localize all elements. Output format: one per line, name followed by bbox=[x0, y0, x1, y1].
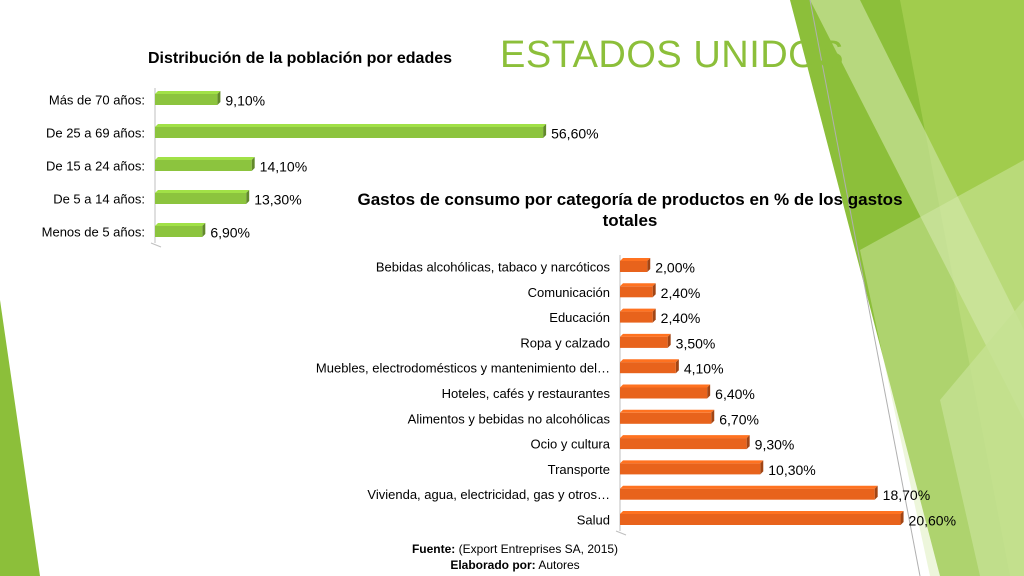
footer-source-text: (Export Entreprises SA, 2015) bbox=[458, 542, 619, 556]
bar-top-face bbox=[155, 223, 206, 226]
category-label: Educación bbox=[549, 310, 610, 325]
bar-side-face bbox=[760, 460, 764, 475]
value-label: 14,10% bbox=[260, 159, 307, 175]
bar bbox=[620, 387, 708, 399]
footer-author: Elaborado por: Autores bbox=[340, 558, 690, 572]
value-label: 6,40% bbox=[715, 386, 755, 402]
bar-side-face bbox=[711, 409, 715, 424]
population-bar-chart: Más de 70 años: 9,10% De 25 a 69 años: 56,6… bbox=[42, 88, 599, 248]
value-label: 13,30% bbox=[254, 192, 301, 208]
bar-top-face bbox=[620, 359, 679, 363]
value-label: 3,50% bbox=[676, 335, 716, 351]
bar-side-face bbox=[251, 157, 255, 171]
bar-top-face bbox=[155, 124, 547, 127]
chart-title-spending: Gastos de consumo por categoría de produ… bbox=[357, 190, 903, 230]
category-label: De 15 a 24 años: bbox=[46, 159, 145, 174]
category-label: Bebidas alcohólicas, tabaco y narcóticos bbox=[376, 260, 611, 275]
bar-side-face bbox=[652, 308, 656, 323]
bar-side-face bbox=[652, 283, 656, 298]
bar-side-face bbox=[543, 124, 547, 138]
bar-side-face bbox=[746, 435, 750, 450]
bar-top-face bbox=[620, 511, 904, 514]
bar-top-face bbox=[155, 157, 255, 160]
bar-top-face bbox=[620, 485, 878, 489]
value-label: 10,30% bbox=[768, 462, 815, 478]
value-label: 9,10% bbox=[225, 93, 265, 109]
footer-source: Fuente: (Export Entreprises SA, 2015) bbox=[340, 542, 690, 556]
slide-title: ESTADOS UNIDOS bbox=[500, 34, 845, 76]
bar-side-face bbox=[246, 190, 250, 204]
footer-source-label: Fuente: bbox=[411, 542, 456, 556]
category-label: Comunicación bbox=[528, 285, 610, 300]
bar bbox=[620, 488, 875, 500]
bar-top-face bbox=[620, 435, 750, 439]
axis-floor-line bbox=[615, 530, 627, 536]
category-label: Ropa y calzado bbox=[520, 335, 610, 350]
bar-side-face bbox=[202, 223, 206, 237]
category-label: Muebles, electrodomésticos y mantenimien… bbox=[316, 361, 610, 376]
footer-author-text: Autores bbox=[538, 558, 580, 572]
bar bbox=[620, 412, 712, 424]
bar bbox=[620, 514, 901, 525]
bar bbox=[155, 127, 544, 138]
value-label: 18,70% bbox=[883, 487, 930, 503]
bar-side-face bbox=[900, 511, 904, 525]
bar-top-face bbox=[620, 384, 711, 388]
category-label: Transporte bbox=[548, 462, 610, 477]
bar-side-face bbox=[667, 333, 671, 348]
footer-author-label: Elaborado por: bbox=[450, 558, 536, 572]
bar bbox=[155, 193, 247, 204]
bar bbox=[620, 463, 761, 475]
axis-floor-line bbox=[150, 242, 162, 248]
value-label: 4,10% bbox=[684, 361, 724, 377]
value-label: 2,40% bbox=[661, 285, 701, 301]
bar bbox=[620, 438, 747, 450]
bar-side-face bbox=[874, 485, 878, 500]
value-label: 2,40% bbox=[661, 310, 701, 326]
category-label: Menos de 5 años: bbox=[42, 225, 145, 240]
value-label: 20,60% bbox=[909, 513, 956, 529]
category-label: Hoteles, cafés y restaurantes bbox=[442, 386, 611, 401]
value-label: 2,00% bbox=[655, 260, 695, 276]
spending-bar-chart: Bebidas alcohólicas, tabaco y narcóticos… bbox=[316, 255, 956, 536]
bar-top-face bbox=[620, 409, 715, 413]
bar-side-face bbox=[675, 359, 679, 374]
value-label: 9,30% bbox=[755, 437, 795, 453]
bar bbox=[155, 94, 218, 105]
category-label: Alimentos y bebidas no alcohólicas bbox=[408, 411, 611, 426]
bar-top-face bbox=[620, 460, 764, 464]
bar-top-face bbox=[620, 283, 656, 287]
chart-title-population: Distribución de la población por edades bbox=[147, 50, 453, 67]
category-label: Más de 70 años: bbox=[49, 93, 145, 108]
bar bbox=[620, 311, 653, 323]
category-label: De 5 a 14 años: bbox=[53, 192, 145, 207]
value-label: 56,60% bbox=[551, 126, 598, 142]
category-label: Ocio y cultura bbox=[531, 437, 611, 452]
bar-top-face bbox=[155, 91, 221, 94]
bar-side-face bbox=[647, 258, 651, 272]
value-label: 6,90% bbox=[210, 225, 250, 241]
bar bbox=[620, 286, 653, 298]
category-label: Salud bbox=[577, 513, 610, 528]
bar-side-face bbox=[707, 384, 711, 399]
bar-top-face bbox=[620, 333, 671, 337]
category-label: De 25 a 69 años: bbox=[46, 126, 145, 141]
bar bbox=[620, 261, 648, 272]
bar-top-face bbox=[620, 258, 651, 261]
bar-top-face bbox=[155, 190, 250, 193]
value-label: 6,70% bbox=[719, 411, 759, 427]
bar bbox=[155, 160, 252, 171]
bar bbox=[620, 336, 668, 348]
bar-top-face bbox=[620, 308, 656, 312]
bar bbox=[155, 226, 203, 237]
bar-side-face bbox=[217, 91, 221, 105]
category-label: Vivienda, agua, electricidad, gas y otro… bbox=[367, 487, 610, 502]
bar bbox=[620, 362, 676, 374]
